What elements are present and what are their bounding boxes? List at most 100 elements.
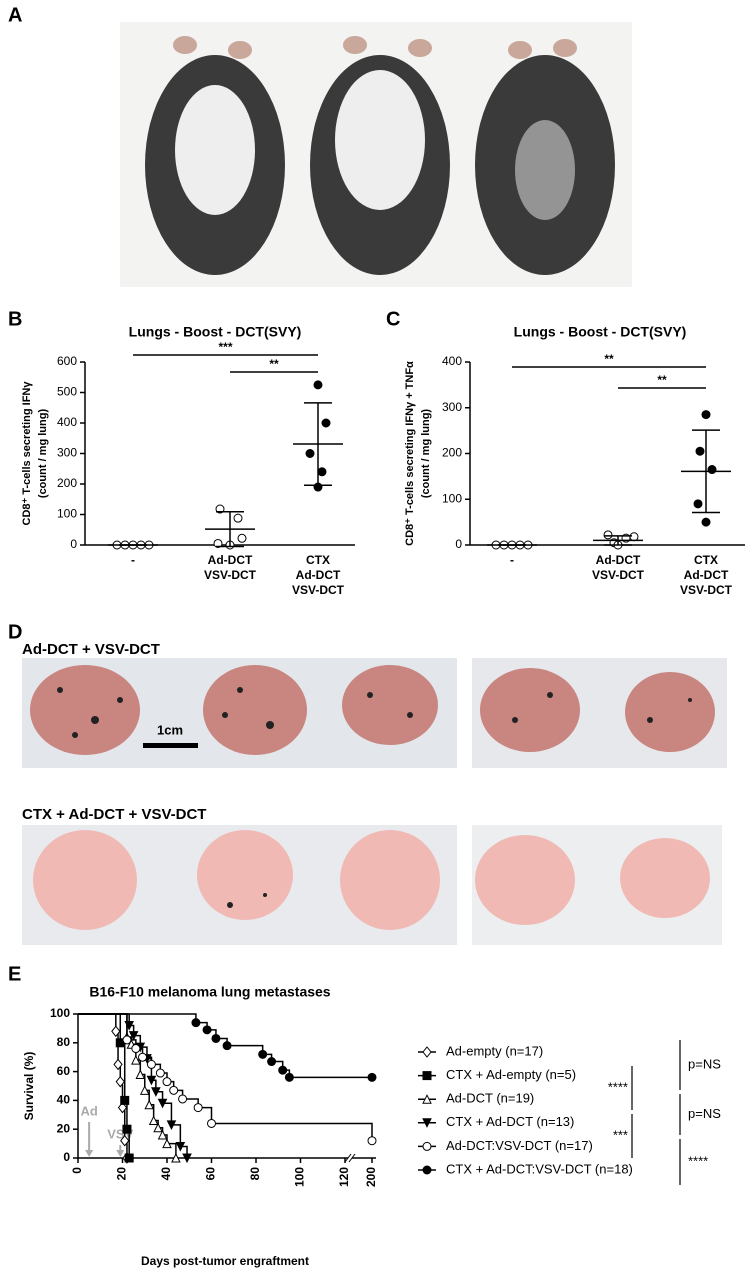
x-tick-label: - xyxy=(131,553,135,567)
axis-break xyxy=(348,1153,356,1163)
y-tick-label: 300 xyxy=(442,400,462,414)
y-tick-label: 0 xyxy=(70,537,77,551)
y-tick-label: 100 xyxy=(57,507,77,521)
scale-bar-label: 1cm xyxy=(157,722,183,737)
marker xyxy=(202,1025,212,1035)
x-tick-label: 200 xyxy=(364,1167,378,1187)
y-tick-label: 0 xyxy=(63,1150,70,1164)
marker xyxy=(191,1018,201,1028)
marker xyxy=(213,538,223,548)
marker xyxy=(321,418,331,428)
marker xyxy=(144,1099,155,1110)
panel-label: B xyxy=(8,308,22,330)
axis-break xyxy=(344,1153,352,1163)
legend-marker xyxy=(422,1094,432,1104)
marker xyxy=(155,1068,165,1078)
legend-label: Ad-DCT:VSV-DCT (n=17) xyxy=(446,1138,593,1153)
x-tick-label: 80 xyxy=(248,1167,262,1181)
marker xyxy=(120,1134,130,1147)
marker xyxy=(603,530,613,540)
marker xyxy=(122,1035,132,1045)
legend-marker xyxy=(422,1165,432,1175)
lung-photos xyxy=(22,658,727,945)
marker xyxy=(175,1141,186,1152)
photo-group-label: Ad-DCT + VSV-DCT xyxy=(22,641,160,658)
y-axis-label: (count / mg lung) xyxy=(37,409,49,499)
marker xyxy=(367,1072,377,1082)
marker xyxy=(182,1153,192,1164)
photo-group-label: CTX + Ad-DCT + VSV-DCT xyxy=(22,806,206,823)
marker xyxy=(284,1072,294,1082)
y-tick-label: 100 xyxy=(442,491,462,505)
x-tick-label: 100 xyxy=(293,1167,307,1187)
marker xyxy=(166,1120,177,1130)
marker xyxy=(233,513,243,523)
marker xyxy=(367,1136,377,1146)
legend-label: CTX + Ad-DCT:VSV-DCT (n=18) xyxy=(446,1161,633,1176)
marker xyxy=(162,1138,172,1149)
marker xyxy=(124,1153,134,1163)
legend-marker xyxy=(422,1118,432,1128)
legend-marker xyxy=(422,1141,432,1151)
y-tick-label: 0 xyxy=(455,537,462,551)
y-axis-label: CD8⁺ T-cells secreting IFNγ + TNFα xyxy=(404,361,416,546)
marker xyxy=(207,1118,216,1128)
marker xyxy=(629,532,639,542)
x-tick-label: 60 xyxy=(204,1167,218,1181)
legend-label: Ad-empty (n=17) xyxy=(446,1043,543,1058)
marker xyxy=(131,1044,141,1054)
marker xyxy=(237,533,247,543)
legend-marker xyxy=(422,1071,432,1081)
arrow-label: Ad xyxy=(80,1103,97,1118)
x-tick-label: Ad-DCT xyxy=(296,568,341,582)
panel-label: D xyxy=(8,621,22,643)
marker xyxy=(117,1101,128,1114)
marker xyxy=(148,1115,159,1126)
marker xyxy=(267,1057,277,1067)
y-tick-label: 600 xyxy=(57,354,77,368)
marker xyxy=(151,1087,161,1097)
y-tick-label: 20 xyxy=(57,1121,71,1135)
marker xyxy=(122,1124,132,1134)
significance-label: ** xyxy=(604,352,614,366)
marker xyxy=(211,1033,221,1043)
x-tick-label: - xyxy=(510,553,514,567)
marker xyxy=(178,1094,188,1104)
legend-label: Ad-DCT (n=19) xyxy=(446,1091,534,1106)
y-tick-label: 60 xyxy=(57,1064,71,1078)
x-tick-label: VSV-DCT xyxy=(592,568,645,582)
marker xyxy=(193,1103,203,1113)
marker xyxy=(222,1041,232,1051)
y-tick-label: 100 xyxy=(50,1006,70,1020)
y-axis-label: Survival (%) xyxy=(22,1052,36,1121)
x-tick-label: VSV-DCT xyxy=(292,583,345,597)
marker xyxy=(120,1095,130,1105)
marker xyxy=(162,1077,172,1087)
x-tick-label: Ad-DCT xyxy=(596,553,641,567)
chart-title: Lungs - Boost - DCT(SVY) xyxy=(514,324,687,340)
x-tick-label: 40 xyxy=(159,1167,173,1181)
marker xyxy=(146,1075,157,1086)
panel-label: A xyxy=(8,4,22,26)
marker xyxy=(157,1098,168,1109)
mice-photo xyxy=(120,22,632,287)
chart-title: B16-F10 melanoma lung metastases xyxy=(89,984,330,1000)
marker xyxy=(693,499,703,509)
y-axis-label: (count / mg lung) xyxy=(420,409,432,499)
y-tick-label: 200 xyxy=(442,446,462,460)
x-tick-label: 20 xyxy=(115,1167,129,1181)
x-axis-label: Days post-tumor engraftment xyxy=(141,1254,309,1268)
y-tick-label: 400 xyxy=(442,354,462,368)
marker xyxy=(128,1031,139,1041)
legend-label: CTX + Ad-DCT (n=13) xyxy=(446,1114,574,1129)
marker xyxy=(313,380,323,390)
marker xyxy=(139,1085,150,1095)
x-tick-label: CTX xyxy=(694,553,718,567)
x-tick-label: Ad-DCT xyxy=(684,568,729,582)
marker xyxy=(305,449,315,458)
y-tick-label: 200 xyxy=(57,476,77,490)
marker xyxy=(701,517,711,527)
x-tick-label: 120 xyxy=(337,1167,351,1187)
marker xyxy=(115,1075,125,1088)
